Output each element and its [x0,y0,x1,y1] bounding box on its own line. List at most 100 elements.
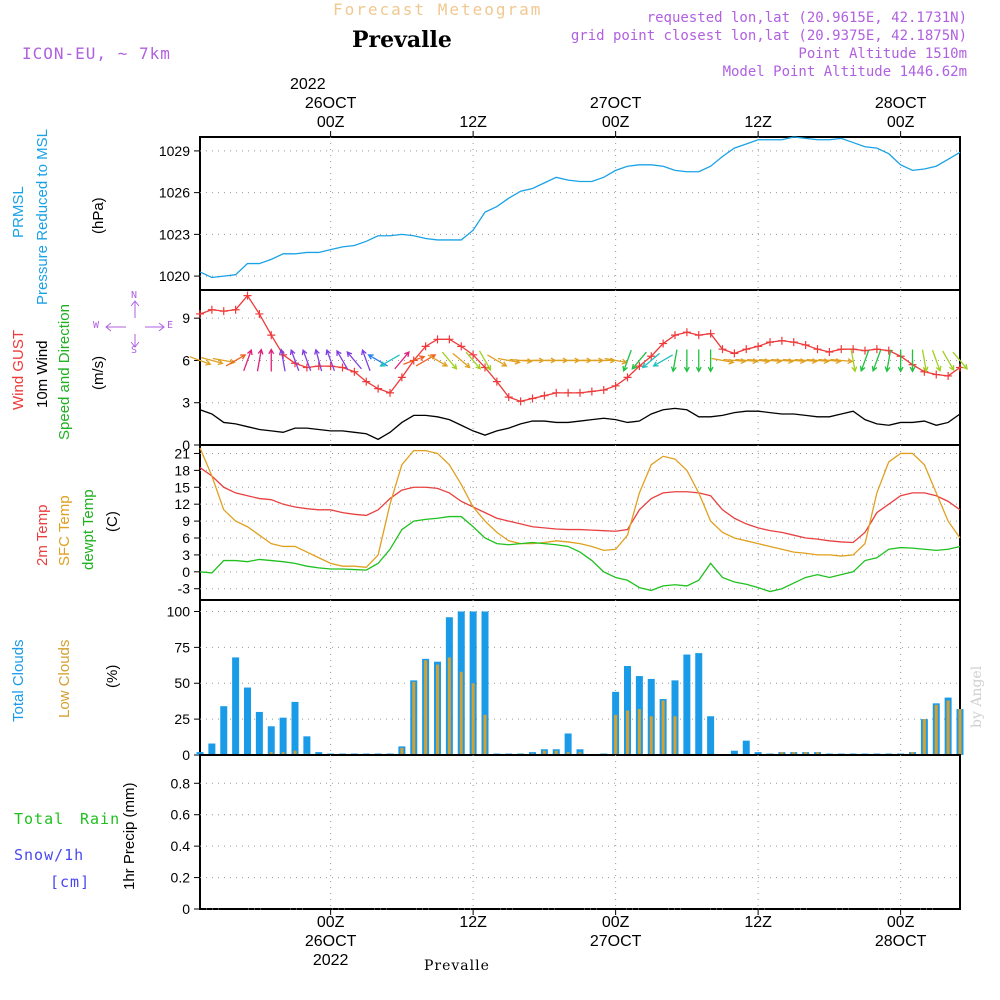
wind-direction-arrow [256,348,264,372]
gust-marker [718,345,727,354]
total-cloud-bar [695,653,703,755]
compass-e-label: E [167,320,174,331]
y-tick-label: 0 [182,747,190,763]
wind-direction-arrow [279,348,286,372]
top-hour-label: 00Z [601,114,630,131]
y-tick-label: 1020 [159,268,190,284]
gust-marker [813,345,822,354]
total-cloud-bar [232,657,240,755]
bottom-day-label: 28OCT [874,933,927,950]
gust-marker [932,370,941,379]
precip-panel: 0 0.2 0.4 0.6 0.8 [171,754,961,917]
wind-direction-arrow [415,354,437,367]
total-cloud-bar [315,752,323,755]
total-cloud-bar [730,750,738,755]
gust-marker [682,328,691,337]
gust-marker [231,305,240,314]
gust-marker [694,331,703,340]
gust-marker [801,340,810,349]
wind-direction-arrow [871,349,882,373]
clouds-frame [199,599,961,756]
wind-direction-arrow [268,348,275,372]
y-tick-label: 75 [174,639,190,655]
requested-coords: requested lon,lat (20.9615E, 42.1731N) [646,10,967,26]
wind-direction-arrow [830,358,854,365]
point-altitude: Point Altitude 1510m [798,46,967,62]
wind-direction-arrow [367,354,388,367]
wind-direction-arrow [695,349,702,373]
low-cloud-bar [471,683,475,755]
wind-direction-arrow [652,354,673,367]
y-tick-label: 6 [182,530,190,546]
y-tick-label: 0 [182,564,190,580]
wind-direction-arrow [670,349,678,373]
wind-10m-line [199,407,961,441]
y-tick-label: 1029 [159,143,190,159]
y-tick-label: 12 [174,496,190,512]
wind-direction-arrow [452,352,471,369]
wind-direction-arrow [201,356,224,366]
low-cloud-bar [934,704,938,755]
low-cloud-bar [661,700,665,755]
gust-marker [647,352,656,361]
low-cloud-bar [400,747,404,755]
bottom-hour-label: 00Z [601,914,630,931]
low-cloud-bar [614,714,618,755]
gust-marker [338,363,347,372]
gust-marker [469,350,478,359]
wind-direction-arrow [301,348,312,372]
total-cloud-bar [267,726,275,755]
low-cloud-bar [436,664,439,755]
y-tick-label: 9 [182,310,190,326]
total-cloud-bar [481,611,489,755]
compass-s-label: S [131,345,138,356]
y-tick-label: 3 [182,395,190,411]
low-cloud-bar [412,681,416,755]
pressure-line [199,136,961,279]
gust-marker [944,371,953,380]
bottom-hour-label: 12Z [744,914,772,931]
gust-marker [599,386,608,395]
y-tick-label: -3 [178,581,191,597]
bottom-hour-label: 00Z [316,914,345,931]
wind-direction-arrow [909,349,916,373]
wind-direction-arrow [952,351,968,370]
wind-direction-arrow [884,349,892,373]
gust-marker [219,307,228,316]
total-cloud-bar [255,711,263,755]
location-title: Prevalle [352,27,452,53]
wind-direction-arrow [711,357,735,365]
y-tick-label: 18 [174,462,190,478]
total-cloud-bar [707,716,715,755]
top-hour-label: 12Z [744,114,772,131]
total-cloud-bar [291,701,299,755]
clouds-panel: 0 25 50 75 100 [167,599,964,763]
meteogram-title: Forecast Meteogram [333,0,543,19]
wind-direction-arrow [592,357,617,364]
gust-marker [196,309,204,318]
gust-marker [849,345,858,354]
wind-direction-arrow [346,350,362,370]
wind-direction-arrow [189,356,212,366]
gust-marker [350,367,359,376]
y-tick-label: 21 [174,445,190,461]
wind-direction-arrow [631,351,647,370]
y-tick-label: 1023 [159,226,190,242]
snow-label: Snow/1h [14,846,85,864]
bottom-hour-label: 12Z [459,914,487,931]
gust-marker [587,387,596,396]
y-tick-label: 25 [174,711,190,727]
gust-marker [884,346,893,355]
y-tick-label: 0 [182,437,190,453]
dewpt-line [199,515,961,593]
gust-marker [564,388,573,397]
model-altitude: Model Point Altitude 1446.62m [722,64,967,80]
wind-direction-arrow [325,348,335,372]
y-tick-label: 1026 [159,185,190,201]
wind-direction-arrow [931,349,942,373]
gust-marker [528,394,537,403]
wind-direction-arrow [604,357,628,365]
gust-marker [540,391,549,400]
temp-frame [199,444,961,601]
